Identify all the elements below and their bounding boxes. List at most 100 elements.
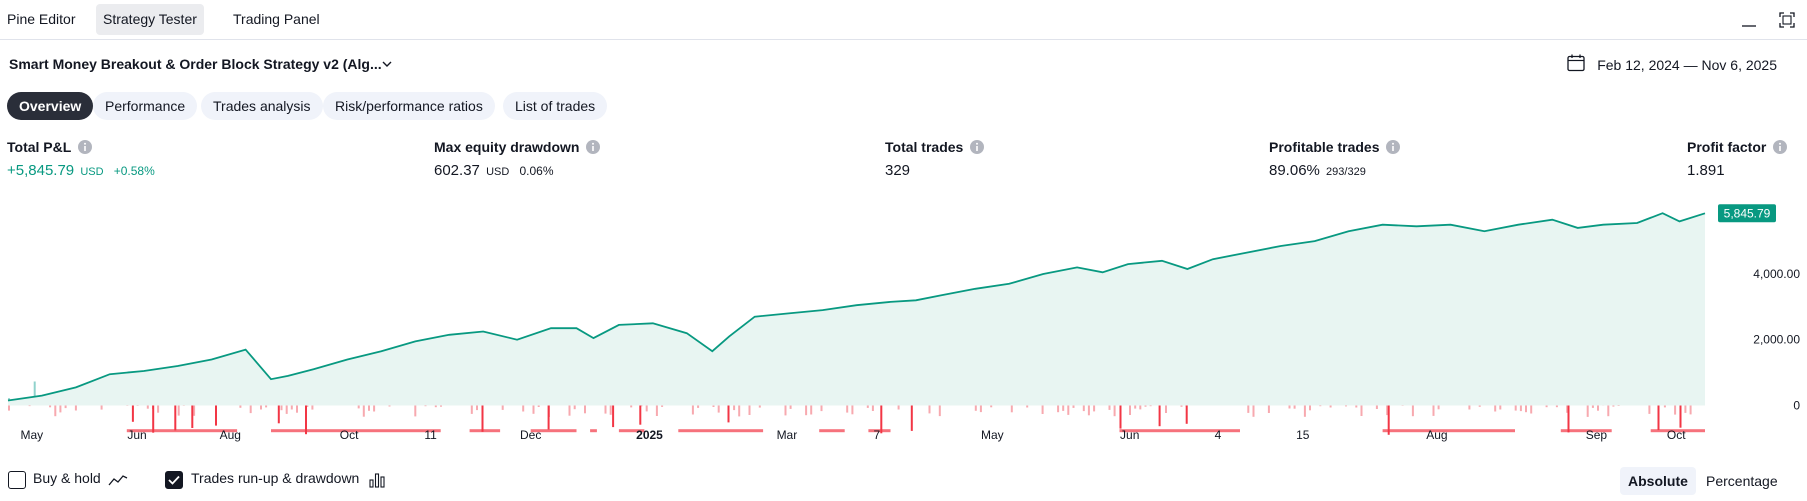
drawdown-bar [434,405,437,408]
info-icon[interactable] [77,139,93,155]
tab-list-of-trades[interactable]: List of trades [503,92,608,120]
drawdown-bar [522,405,525,412]
drawdown-bar [748,405,751,415]
tab-performance[interactable]: Performance [93,92,198,120]
drawdown-bar [1597,405,1599,411]
drawdown-bar [604,405,607,414]
tab-strategy-tester[interactable]: Strategy Tester [96,4,204,35]
drawdown-bar [568,405,571,416]
x-tick-label: 15 [1296,428,1310,442]
drawdown-bar [1607,405,1610,417]
drawdown-bar [290,405,293,410]
metric-value: 329 [885,162,911,179]
drawdown-bar [1545,405,1548,408]
drawdown-bar [691,405,694,415]
drawdown-bar [1329,405,1332,408]
metric-unit: USD [80,166,104,178]
calendar-icon[interactable] [1566,53,1586,73]
drawdown-spike-bar [727,405,730,423]
drawdown-bar [1375,405,1378,409]
drawdown-segment [1560,429,1612,433]
drawdown-bar [990,405,993,408]
drawdown-segment [868,429,891,433]
drawdown-bar [1087,405,1090,416]
drawdown-bar [296,405,298,413]
drawdown-bar [640,405,643,407]
info-icon[interactable] [1772,139,1788,155]
x-tick-label: Jun [127,428,146,442]
percentage-toggle[interactable]: Percentage [1706,473,1778,489]
drawdown-bar [1525,405,1527,413]
buy-hold-checkbox[interactable] [8,471,26,489]
metric-profit-factor: Profit factor 1.891 [1687,139,1788,179]
x-tick-label: 11 [424,428,437,442]
info-icon[interactable] [585,139,601,155]
x-tick-label: 2025 [636,428,663,442]
info-icon[interactable] [969,139,985,155]
drawdown-segment [530,429,577,433]
drawdown-bar [1309,405,1311,411]
metric-total-pnl: Total P&L +5,845.79 USD +0.58% [7,139,155,179]
drawdown-bar [1247,405,1250,413]
drawdown-bar [1612,405,1615,407]
metric-unit: USD [486,166,510,178]
chart-options-bar: Buy & hold Trades run-up & drawdown Abso… [0,467,1807,495]
drawdown-bar [1288,405,1291,409]
y-tick-label: 2,000.00 [1753,333,1800,347]
drawdown-bar [1591,405,1594,408]
metric-label: Max equity drawdown [434,139,580,155]
maximize-icon[interactable] [1776,9,1798,31]
drawdown-bar [362,405,365,417]
drawdown-bar [306,405,309,407]
line-chart-icon [108,475,128,486]
drawdown-bar [851,405,854,415]
drawdown-bar [1468,405,1471,410]
drawdown-spike-bar [880,405,883,434]
runup-drawdown-checkbox[interactable] [165,471,183,489]
drawdown-bar [1267,405,1270,413]
drawdown-segment [271,429,441,433]
chevron-down-icon[interactable] [380,57,394,71]
last-value-badge: 5,845.79 [1718,204,1776,223]
tab-trading-panel[interactable]: Trading Panel [233,11,320,27]
buy-hold-label[interactable]: Buy & hold [33,470,101,486]
runup-drawdown-label[interactable]: Trades run-up & drawdown [191,470,360,486]
drawdown-bar [1674,405,1677,415]
strategy-selector[interactable]: Smart Money Breakout & Order Block Strat… [9,56,382,72]
drawdown-segment [1119,429,1240,433]
info-icon[interactable] [1385,139,1401,155]
metric-value: 1.891 [1687,162,1725,179]
drawdown-spike-bar [547,405,550,430]
drawdown-bar [1010,405,1013,413]
drawdown-bar [1411,405,1414,417]
drawdown-bar [784,405,787,416]
drawdown-bar [758,405,761,408]
metric-label: Profit factor [1687,139,1767,155]
equity-chart[interactable]: 4,000.002,000.000 May Jun Aug Oct 11 Dec 2025 M… [0,195,1807,455]
drawdown-spike-bar [1567,405,1570,433]
minimize-icon[interactable] [1738,9,1760,31]
drawdown-bar [532,405,535,414]
drawdown-bar [1494,405,1497,412]
drawdown-bar [28,405,31,407]
tab-overview[interactable]: Overview [7,92,94,120]
absolute-toggle[interactable]: Absolute [1620,467,1696,495]
drawdown-bar [1319,405,1322,407]
drawdown-bar [1149,405,1152,407]
x-tick-label: Jun [1120,428,1139,442]
tab-trades-analysis[interactable]: Trades analysis [201,92,323,120]
tab-risk-performance-ratios[interactable]: Risk/performance ratios [323,92,495,120]
last-value-bg [1718,204,1776,223]
drawdown-bar [193,405,196,416]
drawdown-segment [618,429,645,433]
drawdown-bar [1041,405,1044,414]
equity-line [7,212,1706,402]
drawdown-bar [280,405,283,411]
drawdown-segment [590,429,597,433]
drawdown-bar [440,405,442,407]
drawdown-bar [1478,405,1481,407]
drawdown-bar [74,405,77,411]
date-range[interactable]: Feb 12, 2024 — Nov 6, 2025 [1597,57,1777,73]
tab-pine-editor[interactable]: Pine Editor [7,11,76,27]
drawdown-bar [1684,405,1687,413]
